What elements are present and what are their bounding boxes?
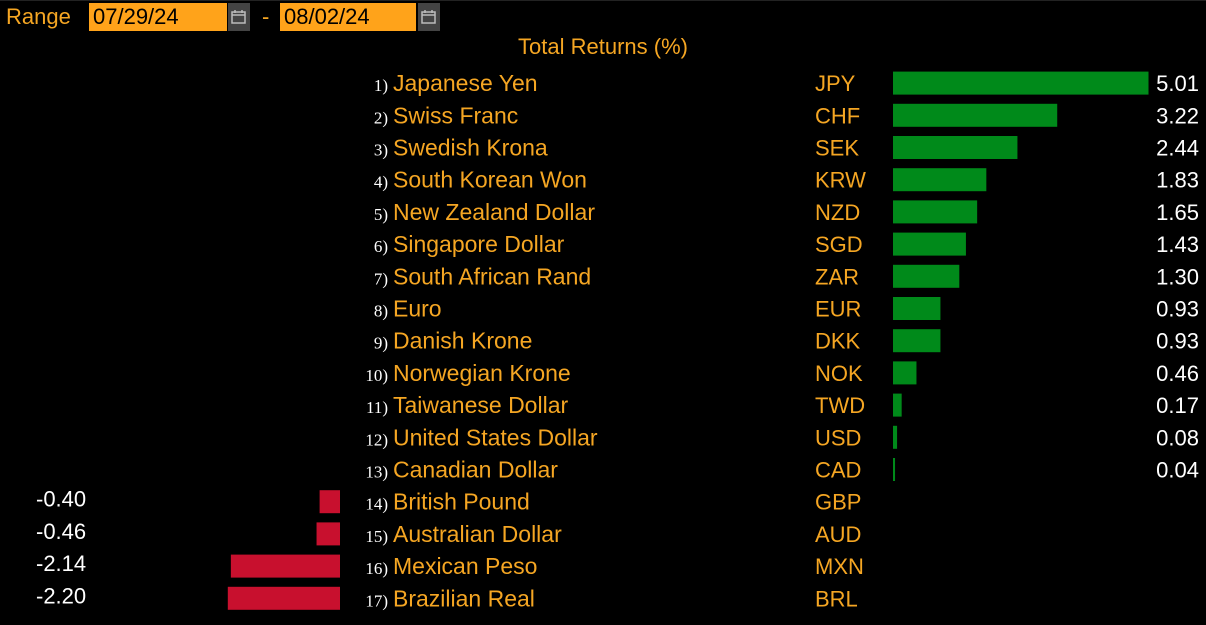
end-date-input[interactable]: 08/02/24 bbox=[280, 3, 416, 31]
row-rank: 14) bbox=[365, 495, 388, 514]
value-label: 1.43 bbox=[1156, 232, 1199, 257]
row-currency-name: Brazilian Real bbox=[393, 585, 535, 611]
value-label: 1.83 bbox=[1156, 168, 1199, 193]
row-currency-code: GBP bbox=[815, 490, 861, 515]
start-date-calendar-button[interactable] bbox=[228, 3, 250, 31]
row-rank: 2) bbox=[374, 108, 388, 127]
row-currency-code: SEK bbox=[815, 136, 859, 161]
row-rank: 12) bbox=[365, 430, 388, 449]
bar-positive bbox=[893, 393, 902, 417]
start-date-input[interactable]: 07/29/24 bbox=[89, 3, 227, 31]
date-separator: - bbox=[262, 4, 270, 29]
bar-positive bbox=[893, 297, 941, 320]
row-currency-code: CAD bbox=[815, 458, 861, 483]
row-currency-name: Singapore Dollar bbox=[393, 231, 565, 257]
row-rank: 8) bbox=[374, 302, 388, 321]
value-label: -0.46 bbox=[36, 519, 86, 544]
row-currency-code: EUR bbox=[815, 297, 861, 322]
value-label: 0.08 bbox=[1156, 425, 1199, 450]
bar-positive bbox=[893, 329, 941, 353]
value-label: 0.04 bbox=[1156, 458, 1199, 483]
value-label: -2.14 bbox=[36, 551, 86, 576]
end-date-calendar-button[interactable] bbox=[418, 3, 440, 31]
value-label: 5.01 bbox=[1156, 71, 1199, 96]
row-currency-name: South Korean Won bbox=[393, 167, 587, 193]
value-label: -0.40 bbox=[36, 487, 86, 512]
row-currency-name: Swedish Krona bbox=[393, 135, 548, 161]
value-label: -2.20 bbox=[36, 583, 86, 608]
bar-negative bbox=[319, 490, 340, 514]
bar-positive bbox=[893, 168, 987, 192]
row-currency-code: JPY bbox=[815, 71, 856, 96]
bar-negative bbox=[230, 554, 340, 578]
row-rank: 4) bbox=[374, 173, 388, 192]
row-currency-name: British Pound bbox=[393, 489, 530, 515]
value-label: 0.93 bbox=[1156, 329, 1199, 354]
row-rank: 11) bbox=[366, 398, 388, 417]
row-currency-code: ZAR bbox=[815, 264, 859, 289]
row-currency-code: NOK bbox=[815, 361, 863, 386]
row-currency-name: Swiss Franc bbox=[393, 102, 518, 128]
value-label: 0.17 bbox=[1156, 393, 1199, 418]
row-rank: 10) bbox=[365, 366, 388, 385]
row-currency-name: Danish Krone bbox=[393, 328, 532, 354]
value-label: 0.46 bbox=[1156, 361, 1199, 386]
chart-title: Total Returns (%) bbox=[518, 34, 688, 59]
bar-positive bbox=[893, 103, 1058, 127]
range-label: Range bbox=[6, 4, 71, 29]
row-currency-code: USD bbox=[815, 425, 861, 450]
bar-positive bbox=[893, 361, 917, 385]
row-currency-code: MXN bbox=[815, 554, 864, 579]
row-currency-code: BRL bbox=[815, 586, 858, 611]
calendar-icon bbox=[231, 10, 246, 24]
row-currency-code: CHF bbox=[815, 103, 860, 128]
row-currency-name: United States Dollar bbox=[393, 424, 598, 450]
bar-positive bbox=[893, 232, 966, 256]
row-currency-name: Australian Dollar bbox=[393, 521, 562, 547]
row-currency-code: NZD bbox=[815, 200, 860, 225]
row-rank: 3) bbox=[374, 141, 388, 160]
bar-positive bbox=[893, 71, 1149, 95]
row-currency-name: Mexican Peso bbox=[393, 553, 537, 579]
value-label: 1.65 bbox=[1156, 200, 1199, 225]
calendar-icon bbox=[421, 10, 436, 24]
top-border bbox=[0, 0, 1206, 1]
bar-positive bbox=[893, 458, 896, 481]
row-currency-name: Euro bbox=[393, 296, 442, 322]
row-rank: 17) bbox=[365, 591, 388, 610]
bar-negative bbox=[227, 586, 340, 610]
row-currency-name: Norwegian Krone bbox=[393, 360, 571, 386]
bar-positive bbox=[893, 200, 978, 224]
row-rank: 13) bbox=[365, 463, 388, 482]
row-currency-code: KRW bbox=[815, 168, 866, 193]
row-currency-code: SGD bbox=[815, 232, 863, 257]
bar-negative bbox=[316, 522, 340, 546]
bar-positive bbox=[893, 425, 898, 449]
value-label: 2.44 bbox=[1156, 136, 1199, 161]
row-rank: 5) bbox=[374, 205, 388, 224]
row-rank: 16) bbox=[365, 559, 388, 578]
row-rank: 7) bbox=[374, 269, 388, 288]
row-currency-name: Japanese Yen bbox=[393, 70, 538, 96]
row-currency-name: South African Rand bbox=[393, 263, 591, 289]
row-currency-code: DKK bbox=[815, 329, 861, 354]
bar-positive bbox=[893, 136, 1018, 159]
row-rank: 15) bbox=[365, 527, 388, 546]
row-rank: 9) bbox=[374, 334, 388, 353]
value-label: 0.93 bbox=[1156, 297, 1199, 322]
row-currency-name: Canadian Dollar bbox=[393, 457, 558, 483]
row-currency-code: TWD bbox=[815, 393, 865, 418]
value-label: 1.30 bbox=[1156, 264, 1199, 289]
row-currency-code: AUD bbox=[815, 522, 861, 547]
row-currency-name: Taiwanese Dollar bbox=[393, 392, 568, 418]
value-label: 3.22 bbox=[1156, 103, 1199, 128]
row-rank: 1) bbox=[374, 76, 388, 95]
row-currency-name: New Zealand Dollar bbox=[393, 199, 595, 225]
row-rank: 6) bbox=[374, 237, 388, 256]
bar-positive bbox=[893, 264, 960, 288]
